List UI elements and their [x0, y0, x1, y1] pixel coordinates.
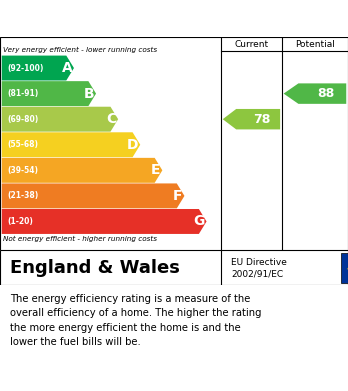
Text: Very energy efficient - lower running costs: Very energy efficient - lower running co… [3, 47, 158, 53]
Text: B: B [84, 87, 94, 100]
Text: (69-80): (69-80) [7, 115, 38, 124]
Text: F: F [173, 189, 183, 203]
Text: 88: 88 [317, 87, 334, 100]
Polygon shape [2, 209, 207, 234]
Text: (21-38): (21-38) [7, 192, 38, 201]
Polygon shape [2, 183, 184, 208]
Text: (39-54): (39-54) [7, 166, 38, 175]
Text: (81-91): (81-91) [7, 89, 38, 98]
Text: 2002/91/EC: 2002/91/EC [231, 270, 284, 279]
Text: England & Wales: England & Wales [10, 259, 180, 277]
Text: C: C [106, 112, 116, 126]
Text: Current: Current [234, 39, 269, 48]
Text: (55-68): (55-68) [7, 140, 38, 149]
Text: (1-20): (1-20) [7, 217, 33, 226]
Text: Not energy efficient - higher running costs: Not energy efficient - higher running co… [3, 237, 158, 242]
Text: The energy efficiency rating is a measure of the
overall efficiency of a home. T: The energy efficiency rating is a measur… [10, 294, 262, 347]
Polygon shape [284, 83, 346, 104]
Text: Potential: Potential [295, 39, 335, 48]
Text: G: G [193, 215, 205, 228]
Text: E: E [151, 163, 160, 178]
Text: D: D [127, 138, 139, 152]
Bar [341, 253, 348, 283]
Text: EU Directive: EU Directive [231, 258, 287, 267]
Polygon shape [2, 56, 74, 81]
Polygon shape [223, 109, 280, 129]
Polygon shape [2, 132, 140, 157]
Text: 78: 78 [253, 113, 270, 126]
Polygon shape [2, 107, 118, 132]
Text: Energy Efficiency Rating: Energy Efficiency Rating [7, 9, 236, 28]
Polygon shape [2, 158, 162, 183]
Polygon shape [2, 81, 96, 106]
Text: (92-100): (92-100) [7, 64, 44, 73]
Text: A: A [62, 61, 72, 75]
